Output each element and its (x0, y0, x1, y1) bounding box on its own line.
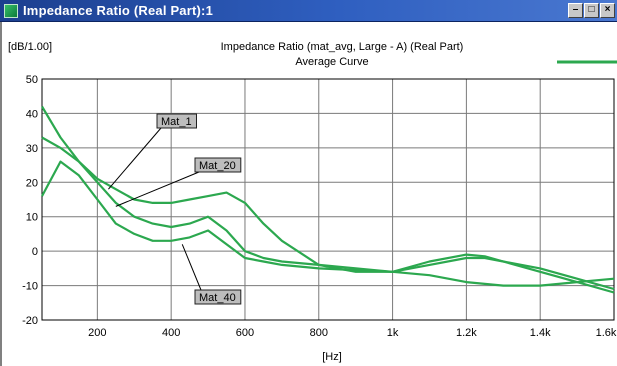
callout-label: Mat_40 (199, 292, 236, 304)
y-tick-label: -10 (22, 281, 38, 293)
callout-label: Mat_20 (199, 160, 236, 172)
x-axis-label: [Hz] (322, 351, 342, 363)
y-tick-label: 50 (26, 74, 38, 86)
callouts: Mat_1 Mat_20 Mat_40 (108, 113, 242, 305)
y-tick-label: 10 (26, 212, 38, 224)
callout-box[interactable] (156, 113, 197, 129)
series-layer (41, 105, 615, 294)
callout-leader-line (181, 244, 202, 291)
x-tick-label: 400 (162, 327, 180, 339)
series-line-mat-40 (41, 160, 615, 294)
callout-leader-line (108, 127, 162, 190)
callout-label: Mat_1 (161, 116, 192, 128)
window-controls: – □ × (568, 3, 615, 18)
chart-title: Impedance Ratio (mat_avg, Large - A) (Re… (221, 41, 464, 53)
x-tick-label: 600 (236, 327, 254, 339)
window-titlebar[interactable]: Impedance Ratio (Real Part):1 – □ × (0, 0, 617, 22)
y-tick-label: 20 (26, 177, 38, 189)
unit-label: [dB/1.00] (8, 41, 52, 53)
x-tick-label: 200 (88, 327, 106, 339)
x-tick-label: 1k (387, 327, 399, 339)
series-line-mat-1 (41, 105, 615, 287)
window-title: Impedance Ratio (Real Part):1 (23, 3, 214, 18)
callout-leader-line (115, 171, 200, 207)
callout-box[interactable] (194, 157, 242, 173)
series-line-mat-20 (41, 136, 615, 291)
x-tick-label: 1.2k (456, 327, 477, 339)
chart-subtitle: Average Curve (295, 56, 368, 68)
y-tick-label: 40 (26, 108, 38, 120)
y-tick-label: 30 (26, 143, 38, 155)
callout-box[interactable] (194, 289, 242, 305)
close-button[interactable]: × (600, 3, 615, 18)
chart-canvas: [dB/1.00] Impedance Ratio (mat_avg, Larg… (8, 41, 617, 363)
y-tick-label: -20 (22, 315, 38, 327)
minimize-button[interactable]: – (568, 3, 583, 18)
y-tick-label: 0 (32, 246, 38, 258)
x-tick-label: 1.4k (530, 327, 551, 339)
x-tick-label: 1.6k (596, 327, 617, 339)
chart-window-content: [dB/1.00] Impedance Ratio (mat_avg, Larg… (0, 22, 617, 366)
maximize-button[interactable]: □ (584, 3, 599, 18)
app-icon (4, 3, 18, 18)
axes: 50 40 30 20 10 0 -10 -20 200 400 600 800 1k 1.2k 1.4k 1… (22, 74, 617, 339)
x-tick-label: 800 (310, 327, 328, 339)
plot-frame (41, 78, 615, 321)
grid (42, 78, 615, 321)
